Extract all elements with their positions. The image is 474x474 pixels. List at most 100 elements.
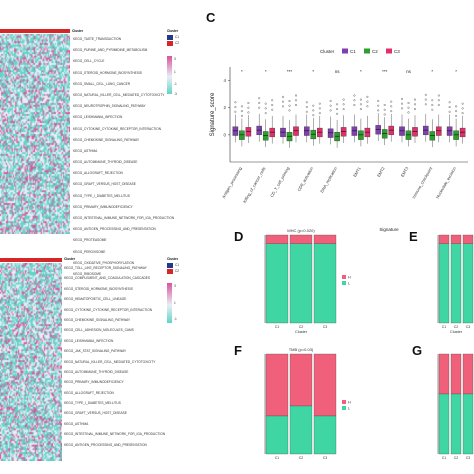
outlier-point: [366, 95, 369, 98]
significance-label: *: [431, 69, 433, 74]
boxplot-c: Cluster C1 C2 C3 4 2 0 Signature_score Signature…: [210, 48, 468, 232]
stacked-bar-segment: [289, 234, 313, 244]
outlier-point: [288, 104, 291, 107]
box: [364, 127, 371, 138]
stacked-bar-segment: [438, 353, 450, 395]
outlier-point: [288, 109, 291, 112]
outlier-point: [359, 103, 362, 106]
x-tick-label: Immune_checkpoint: [411, 165, 434, 199]
x-tick-label: Nucleotide_excision: [435, 166, 457, 199]
heatmap-row-label: KEGG_ANTIGEN_PROCESSING_AND_PRESENTATION: [73, 227, 156, 232]
heatmap-row-label: KEGG_ALLOGRAFT_REJECTION: [73, 171, 123, 176]
bar-title: MHC (p=0.020): [287, 228, 315, 233]
box: [459, 127, 466, 138]
box: [358, 130, 364, 140]
outlier-point: [455, 105, 458, 108]
outlier-point: [431, 99, 434, 102]
outlier-point: [282, 105, 284, 108]
outlier-point: [234, 101, 237, 104]
stacked-bar-segment: [289, 243, 313, 324]
outlier-point: [329, 99, 332, 102]
stacked-bar-segment: [313, 243, 337, 324]
legend-swatch-c2: [167, 269, 173, 274]
heatmap-row-label: KEGG_AUTOIMMUNE_THYROID_DISEASE: [73, 160, 138, 165]
x-axis-title: Signature: [379, 227, 399, 232]
color-scale-bar: [167, 56, 172, 94]
legend-label: C2: [372, 49, 378, 54]
heatmap-row-label: KEGG_PRIMARY_IMMUNODEFICIENCY: [64, 380, 124, 385]
outlier-point: [318, 112, 321, 115]
outlier-point: [359, 98, 362, 101]
heatmap-row-label: KEGG_TOLL_LIKE_RECEPTOR_SIGNALING_PATHWA…: [64, 266, 147, 270]
heatmap-bottom-row-labels: KEGG_TOLL_LIKE_RECEPTOR_SIGNALING_PATHWA…: [64, 266, 165, 454]
heatmap-row-label: KEGG_ASTHMA: [64, 421, 89, 426]
stacked-bar-segment: [450, 243, 462, 324]
stacked-bar-f: TMB (p=0.03) C1 C2 C3 HL: [264, 347, 351, 460]
outlier-point: [247, 101, 250, 104]
outlier-point: [401, 107, 403, 110]
outlier-point: [234, 110, 237, 113]
outlier-point: [271, 104, 274, 106]
outlier-point: [414, 103, 416, 106]
outlier-point: [312, 114, 315, 117]
outlier-point: [437, 94, 440, 97]
panel-letter-f: F: [234, 343, 242, 358]
outlier-point: [383, 113, 386, 116]
stacked-bar-segment: [289, 405, 313, 455]
heatmap-row-label: KEGG_AUTOIMMUNE_THYROID_DISEASE: [64, 369, 129, 374]
legend-label-c1: C1: [175, 35, 180, 39]
heatmap-row-label: KEGG_OXIDATIVE_PHOSPHORYLATION: [73, 260, 135, 265]
outlier-point: [312, 109, 315, 112]
heatmap-row-label: KEGG_NEUROTROPHIN_SIGNALING_PATHWAY: [73, 104, 146, 109]
outlier-point: [295, 104, 297, 106]
heatmap-bottom-panel: Cluster KEGG_TOLL_LIKE_RECEPTOR_SIGNALIN…: [0, 250, 205, 474]
heatmap-bottom-legend-title: Cluster: [167, 257, 178, 261]
outlier-point: [353, 104, 356, 106]
stacked-bar-segment: [265, 234, 289, 244]
outlier-point: [336, 112, 339, 115]
color-scale-bar: [167, 283, 172, 323]
outlier-point: [424, 98, 427, 101]
stacked-bar-segment: [462, 234, 474, 244]
significance-label: ***: [287, 69, 293, 74]
stacked-bar-g: C1 C2 C3: [437, 353, 474, 460]
x-tick-label: C2: [454, 325, 459, 329]
outlier-point: [312, 104, 315, 107]
stacked-bar-segment: [450, 234, 462, 244]
outlier-point: [336, 108, 339, 111]
outlier-point: [305, 106, 308, 109]
box: [375, 125, 381, 135]
heatmap-row-label: KEGG_INTESTINAL_IMMUNE_NETWORK_FOR_IGA_P…: [73, 216, 175, 220]
scale-tick: 1: [174, 70, 176, 74]
box: [293, 126, 299, 136]
x-tick-label: C3: [466, 456, 471, 460]
heatmap-top-panel: Cluster KEGG_TASTE_TRANSDUCTION KEGG_PURI…: [0, 0, 205, 276]
outlier-point: [305, 110, 308, 113]
stacked-bar-segment: [289, 353, 313, 407]
heatmap-row-label: KEGG_STEROID_HORMONE_BIOSYNTHESIS: [64, 286, 133, 291]
outlier-point: [407, 106, 410, 109]
heatmap-row-label: KEGG_CHEMOKINE_SIGNALING_PATHWAY: [64, 317, 131, 322]
x-tick-label: C1: [275, 325, 280, 329]
heatmap-row-label: KEGG_HEMATOPOIETIC_CELL_LINEAGE: [64, 297, 127, 302]
outlier-point: [318, 102, 321, 105]
heatmap-row-label: KEGG_CYTOKINE_CYTOKINE_RECEPTOR_INTERACT…: [64, 307, 153, 312]
box: [334, 131, 340, 142]
x-tick-label: C3: [323, 456, 328, 460]
box: [262, 131, 269, 141]
outlier-point: [383, 108, 386, 111]
outlier-point: [407, 101, 410, 104]
y-tick-label: 4: [223, 78, 226, 83]
heatmap-top-header: Cluster: [72, 29, 83, 33]
legend-swatch: [342, 281, 346, 285]
outlier-point: [383, 104, 386, 106]
legend-label: C3: [394, 49, 400, 54]
significance-label: *: [455, 69, 457, 74]
outlier-point: [461, 107, 464, 110]
outlier-point: [390, 105, 393, 108]
box: [310, 129, 317, 140]
box: [304, 126, 310, 136]
outlier-point: [271, 99, 274, 102]
x-tick-label: DNA_replication: [319, 166, 338, 194]
